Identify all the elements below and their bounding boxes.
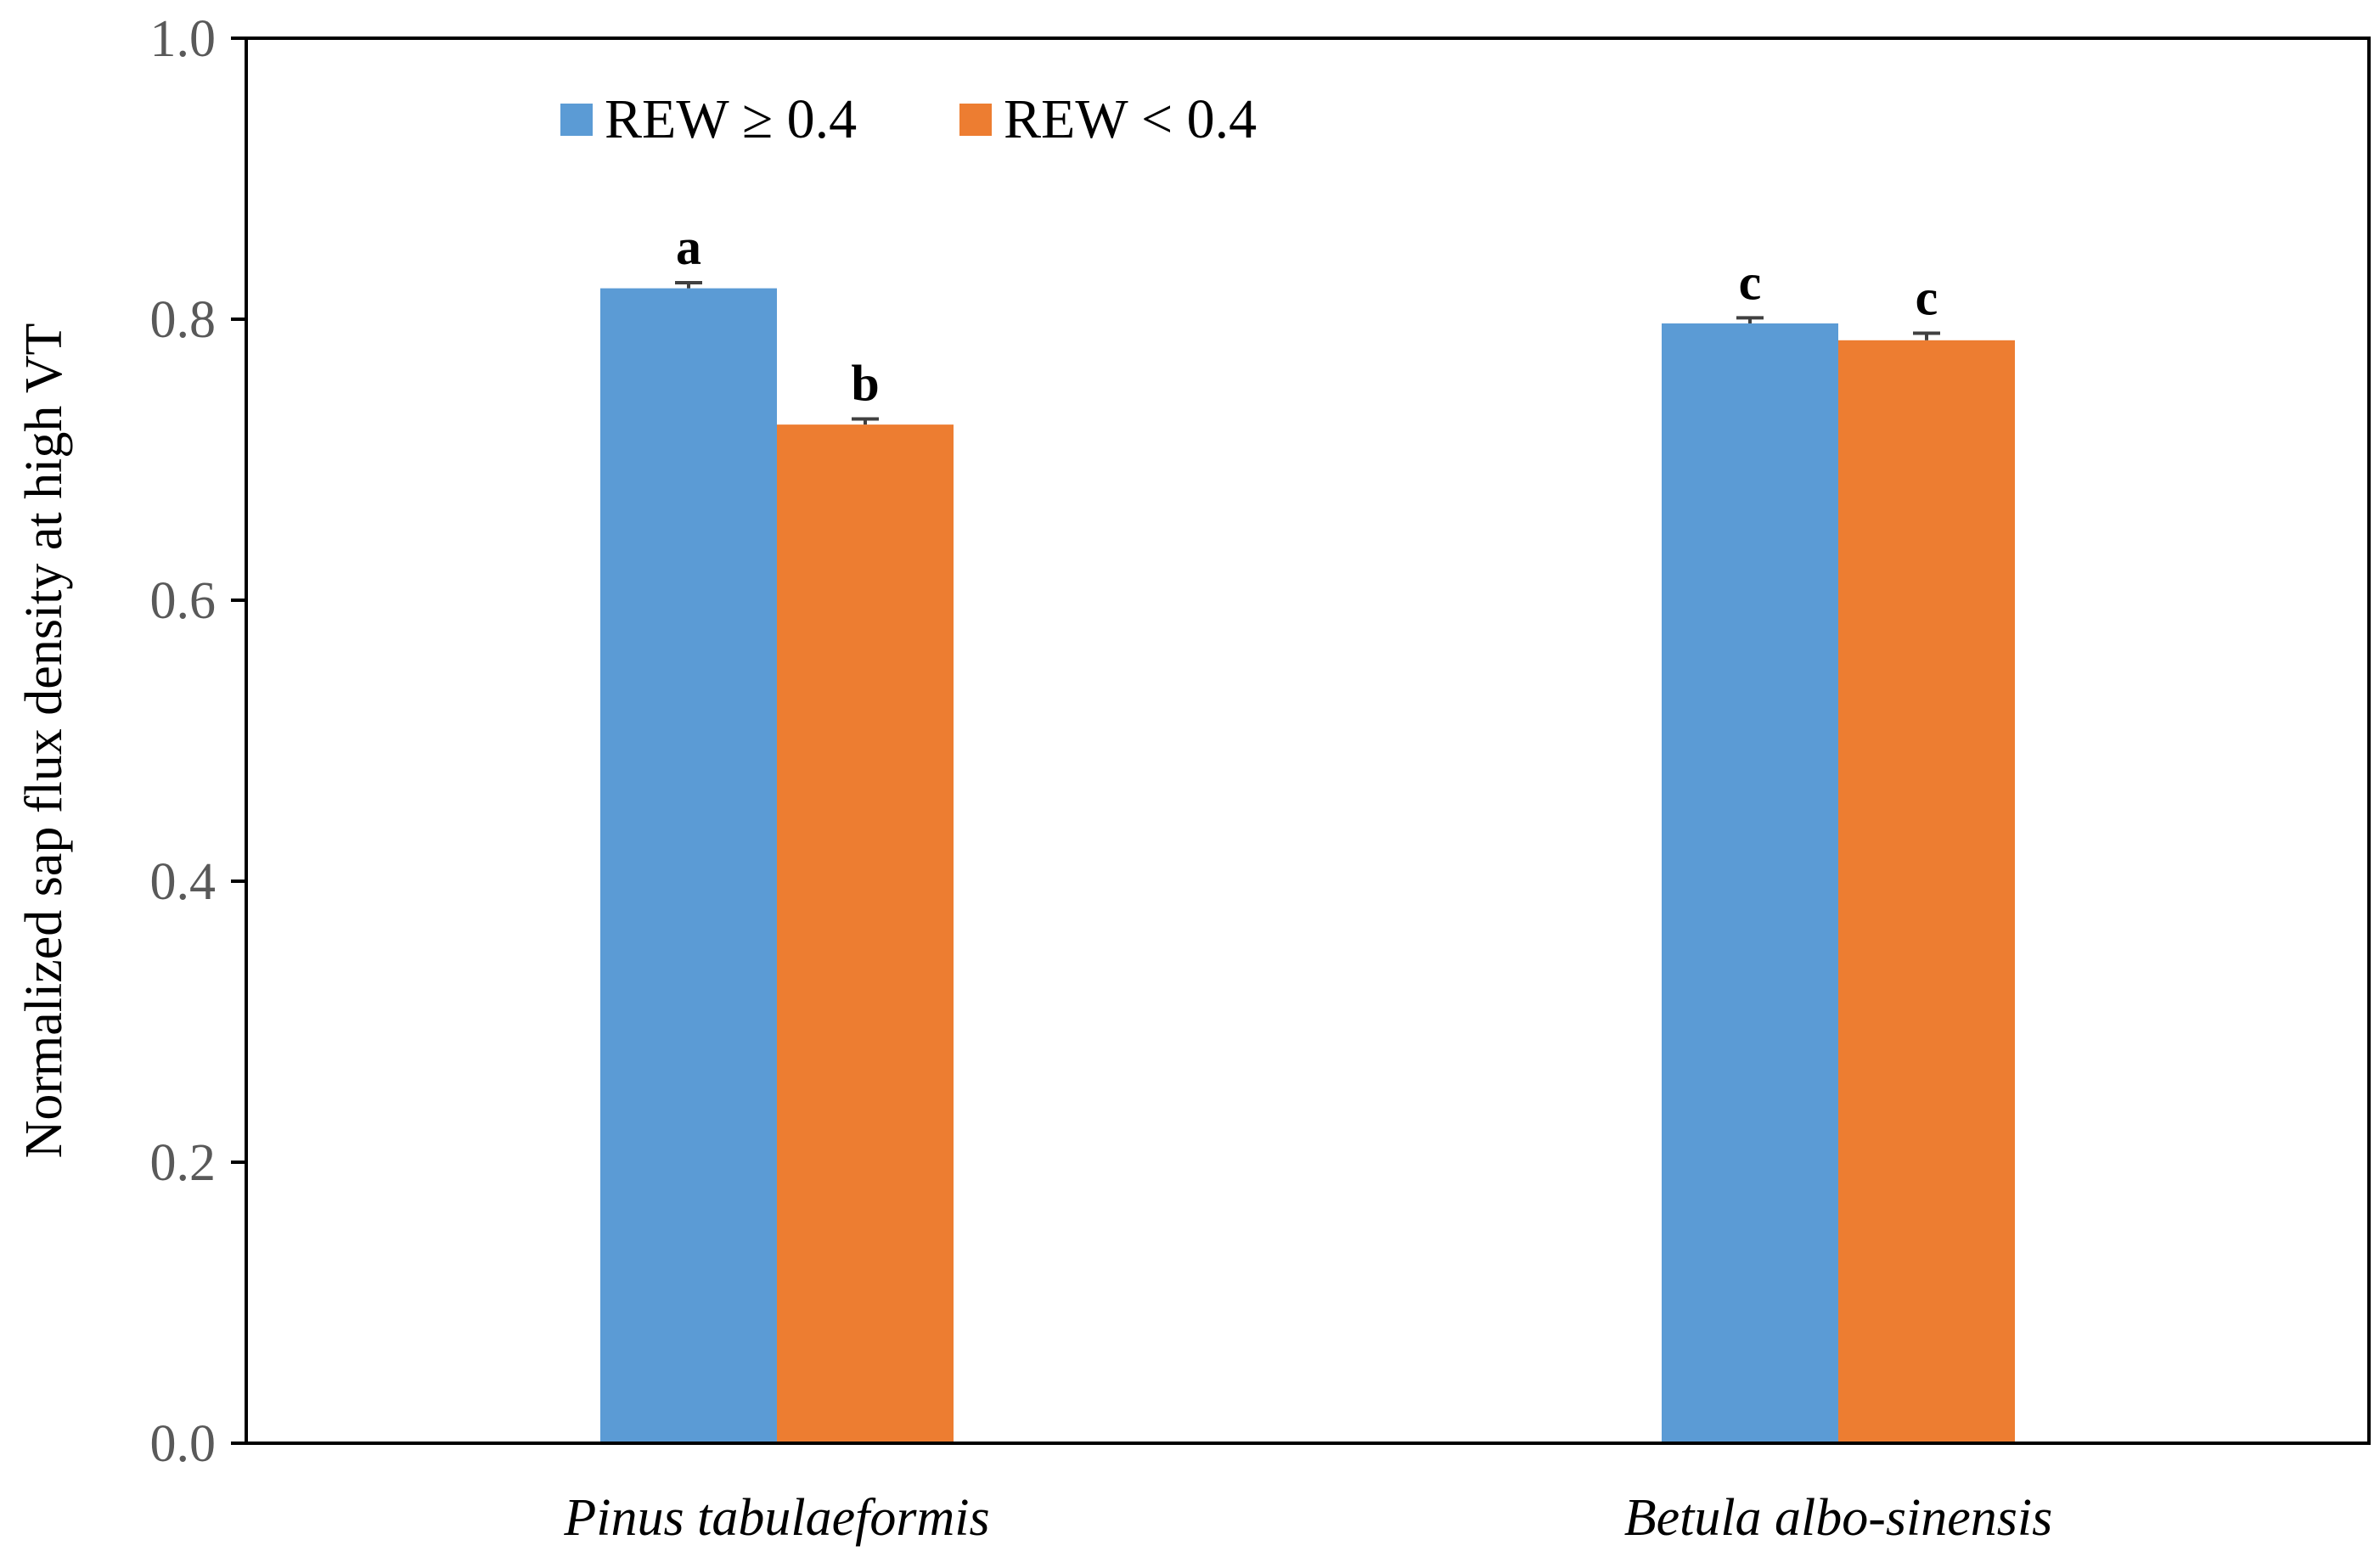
legend-label: REW ≥ 0.4 <box>605 88 857 150</box>
significance-label: c <box>1916 270 1938 326</box>
y-axis-title: Normalized sap flux density at high VT <box>15 323 73 1159</box>
y-tick-label: 0.8 <box>150 291 217 349</box>
significance-label: b <box>851 356 879 412</box>
legend-swatch <box>560 104 593 136</box>
x-tick-label: Betula albo-sinensis <box>1624 1489 2053 1547</box>
legend-label: REW < 0.4 <box>1004 88 1257 150</box>
x-tick-label: Pinus tabulaeformis <box>563 1489 989 1547</box>
plot-frame <box>245 37 2371 1445</box>
significance-label: c <box>1739 254 1762 310</box>
bar <box>1662 323 1838 1444</box>
bar <box>600 288 777 1444</box>
y-tick-label: 0.2 <box>150 1134 217 1192</box>
legend-swatch <box>959 104 992 136</box>
y-tick-label: 1.0 <box>150 10 217 68</box>
y-tick-label: 0.4 <box>150 853 217 911</box>
significance-label: a <box>676 219 701 275</box>
bar <box>777 424 954 1443</box>
y-tick-label: 0.0 <box>150 1415 217 1473</box>
bar <box>1838 340 2015 1444</box>
y-tick-label: 0.6 <box>150 572 217 630</box>
